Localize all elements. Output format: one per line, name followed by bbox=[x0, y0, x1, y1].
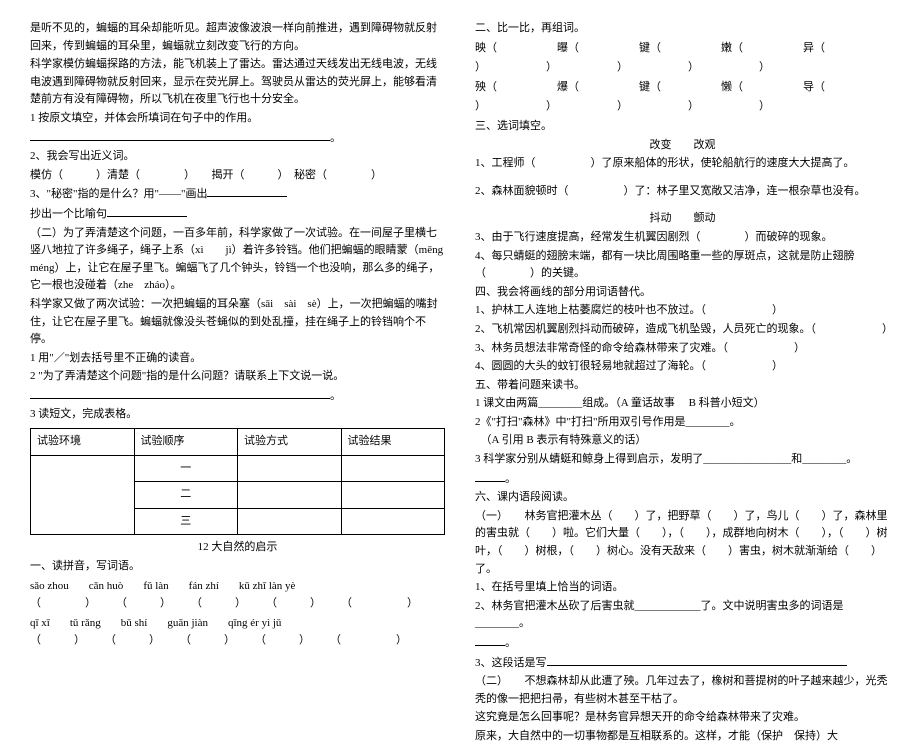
section: 六、课内语段阅读。 bbox=[475, 489, 890, 507]
question: 3、林务员想法非常奇怪的命令给森林带来了灾难。（ ） bbox=[475, 340, 890, 358]
pinyin: fán zhí bbox=[189, 578, 219, 596]
td: 二 bbox=[134, 482, 238, 509]
section: 二、比一比，再组词。 bbox=[475, 20, 890, 38]
pinyin: guān jiàn bbox=[167, 615, 208, 633]
char: 异（ bbox=[803, 40, 825, 58]
question: 4、每只蜻蜓的翅膀末端，都有一块比周围略重一些的厚斑点，这就是防止翅膀（ ）的关… bbox=[475, 248, 890, 283]
blank bbox=[475, 470, 505, 482]
question: 1 课文由两篇________组成。（A 童话故事 B 科普小短文） bbox=[475, 395, 890, 413]
char: 导（ bbox=[803, 79, 825, 97]
td: 三 bbox=[134, 508, 238, 535]
question: 3、"秘密"指的是什么？用"——"画出 bbox=[30, 188, 207, 200]
char: 键（ bbox=[639, 79, 661, 97]
passage: （二）为了弄清楚这个问题，一百多年前，科学家做了一次试验。在一间屋子里横七竖八地… bbox=[30, 225, 445, 295]
passage: 科学家又做了两次试验：一次把蝙蝠的耳朵塞（sāi sài sè）上，一次把蝙蝠的… bbox=[30, 296, 445, 349]
th: 试验结果 bbox=[341, 429, 445, 456]
question: 1、护林工人连地上枯萎腐烂的枝叶也不放过。（ ） bbox=[475, 302, 890, 320]
char-row: 殃（ 爆（ 键（ 懒（ 导（ bbox=[475, 79, 890, 97]
spacer bbox=[475, 174, 890, 182]
question: 2 "为了弄清楚这个问题"指的是什么问题？请联系上下文说一说。 bbox=[30, 368, 445, 386]
passage: （二） 不想森林却从此遭了殃。几年过去了，橡树和菩提树的叶子越来越少，光秃秃的像… bbox=[475, 673, 890, 708]
question: 2、林务官把灌木丛砍了后害虫就____________了。文中说明害虫多的词语是… bbox=[475, 598, 890, 633]
pinyin-row: sǎo zhou cǎn huò fǔ làn fán zhí kū zhī l… bbox=[30, 578, 445, 596]
blank bbox=[475, 634, 505, 646]
th: 试验方式 bbox=[238, 429, 342, 456]
experiment-table: 试验环境 试验顺序 试验方式 试验结果 一 二 三 bbox=[30, 428, 445, 535]
section: 五、带着问题来读书。 bbox=[475, 377, 890, 395]
section: 四、我会将画线的部分用词语替代。 bbox=[475, 284, 890, 302]
lesson-title: 12 大自然的启示 bbox=[30, 539, 445, 557]
left-column: 是听不见的，蝙蝠的耳朵却能听见。超声波像波浪一样向前推进，遇到障碍物就反射回来，… bbox=[30, 20, 445, 631]
pinyin: sǎo zhou bbox=[30, 578, 69, 596]
paren-close-row: ））））） bbox=[475, 98, 890, 116]
char: 嫩（ bbox=[721, 40, 743, 58]
question: 抄出一个比喻句 bbox=[30, 208, 107, 220]
pinyin: cǎn huò bbox=[89, 578, 124, 596]
pinyin-row: qī xī tǔ rǎng bǔ shí guān jiàn qīng ér y… bbox=[30, 615, 445, 633]
question: 1 按原文填空，并体会所填词在句子中的作用。 bbox=[30, 110, 445, 128]
blank-line bbox=[30, 387, 330, 399]
question: 2、飞机常因机翼剧烈抖动而破碎，造成飞机坠毁，人员死亡的现象。（ ） bbox=[475, 321, 890, 339]
question: 2、我会写出近义词。 bbox=[30, 148, 445, 166]
paren-row: （ ）（ ）（ ）（ ）（ ） bbox=[30, 632, 445, 650]
th: 试验环境 bbox=[31, 429, 135, 456]
char: 映（ bbox=[475, 40, 497, 58]
td: 一 bbox=[134, 455, 238, 482]
blank-line bbox=[30, 129, 330, 141]
question: 3、由于飞行速度提高，经常发生机翼因剧烈（ ）而破碎的现象。 bbox=[475, 229, 890, 247]
char: 殃（ bbox=[475, 79, 497, 97]
paren-close-row: ））））） bbox=[475, 59, 890, 77]
question: 3 读短文，完成表格。 bbox=[30, 406, 445, 424]
char: 懒（ bbox=[721, 79, 743, 97]
section: 三、选词填空。 bbox=[475, 118, 890, 136]
char-row: 映（ 曝（ 键（ 嫩（ 异（ bbox=[475, 40, 890, 58]
char: 爆（ bbox=[557, 79, 579, 97]
word-choice: 抖动 颤动 bbox=[475, 210, 890, 228]
pinyin: qīng ér yì jǔ bbox=[228, 615, 281, 633]
pinyin: kū zhī làn yè bbox=[239, 578, 296, 596]
paragraph: 是听不见的，蝙蝠的耳朵却能听见。超声波像波浪一样向前推进，遇到障碍物就反射回来，… bbox=[30, 20, 445, 55]
question-line: 模仿（ ）清楚（ ） 揭开（ ） 秘密（ ） bbox=[30, 167, 445, 185]
th: 试验顺序 bbox=[134, 429, 238, 456]
char: 键（ bbox=[639, 40, 661, 58]
blank bbox=[107, 205, 187, 217]
question-sub: （A 引用 B 表示有特殊意义的话） bbox=[475, 432, 890, 450]
char: 曝（ bbox=[557, 40, 579, 58]
question: 1、工程师（ ）了原来船体的形状，使轮船航行的速度大大提高了。 bbox=[475, 155, 890, 173]
pinyin: qī xī bbox=[30, 615, 50, 633]
question: 1 用"／"划去括号里不正确的读音。 bbox=[30, 350, 445, 368]
question: 4、圆圆的大头的蚊钉很轻易地就超过了海轮。（ ） bbox=[475, 358, 890, 376]
right-column: 二、比一比，再组词。 映（ 曝（ 键（ 嫩（ 异（ ））））） 殃（ 爆（ 键（… bbox=[475, 20, 890, 631]
question: 2、森林面貌顿时（ ）了：林子里又宽敞又洁净，连一根杂草也没有。 bbox=[475, 183, 890, 201]
question: 3、这段话是写 bbox=[475, 657, 547, 669]
passage: （一） 林务官把灌木丛（ ）了，把野草（ ）了，鸟儿（ ）了，森林里的害虫就（ … bbox=[475, 508, 890, 578]
paren-row: （ ）（ ）（ ）（ ）（ ） bbox=[30, 595, 445, 613]
pinyin: tǔ rǎng bbox=[70, 615, 101, 633]
table-row: 一 bbox=[31, 455, 445, 482]
blank bbox=[547, 654, 847, 666]
pinyin: bǔ shí bbox=[121, 615, 148, 633]
pinyin: fǔ làn bbox=[143, 578, 168, 596]
question: 1、在括号里填上恰当的词语。 bbox=[475, 579, 890, 597]
section: 一、读拼音，写词语。 bbox=[30, 558, 445, 576]
spacer bbox=[475, 201, 890, 209]
question: 3 科学家分别从蜻蜓和鲸身上得到启示，发明了________________和_… bbox=[475, 451, 890, 469]
blank bbox=[207, 185, 287, 197]
question: 2《"打扫"森林》中"打扫"所用双引号作用是________。 bbox=[475, 414, 890, 432]
word-choice: 改变 改观 bbox=[475, 137, 890, 155]
passage: 原来，大自然中的一切事物都是互相联系的。这样，才能（保护 保持）大 bbox=[475, 728, 890, 746]
table-header-row: 试验环境 试验顺序 试验方式 试验结果 bbox=[31, 429, 445, 456]
paragraph: 科学家模仿蝙蝠探路的方法，能飞机装上了雷达。雷达通过天线发出无线电波，无线电波遇… bbox=[30, 56, 445, 109]
passage: 这究竟是怎么回事呢？是林务官异想天开的命令给森林带来了灾难。 bbox=[475, 709, 890, 727]
